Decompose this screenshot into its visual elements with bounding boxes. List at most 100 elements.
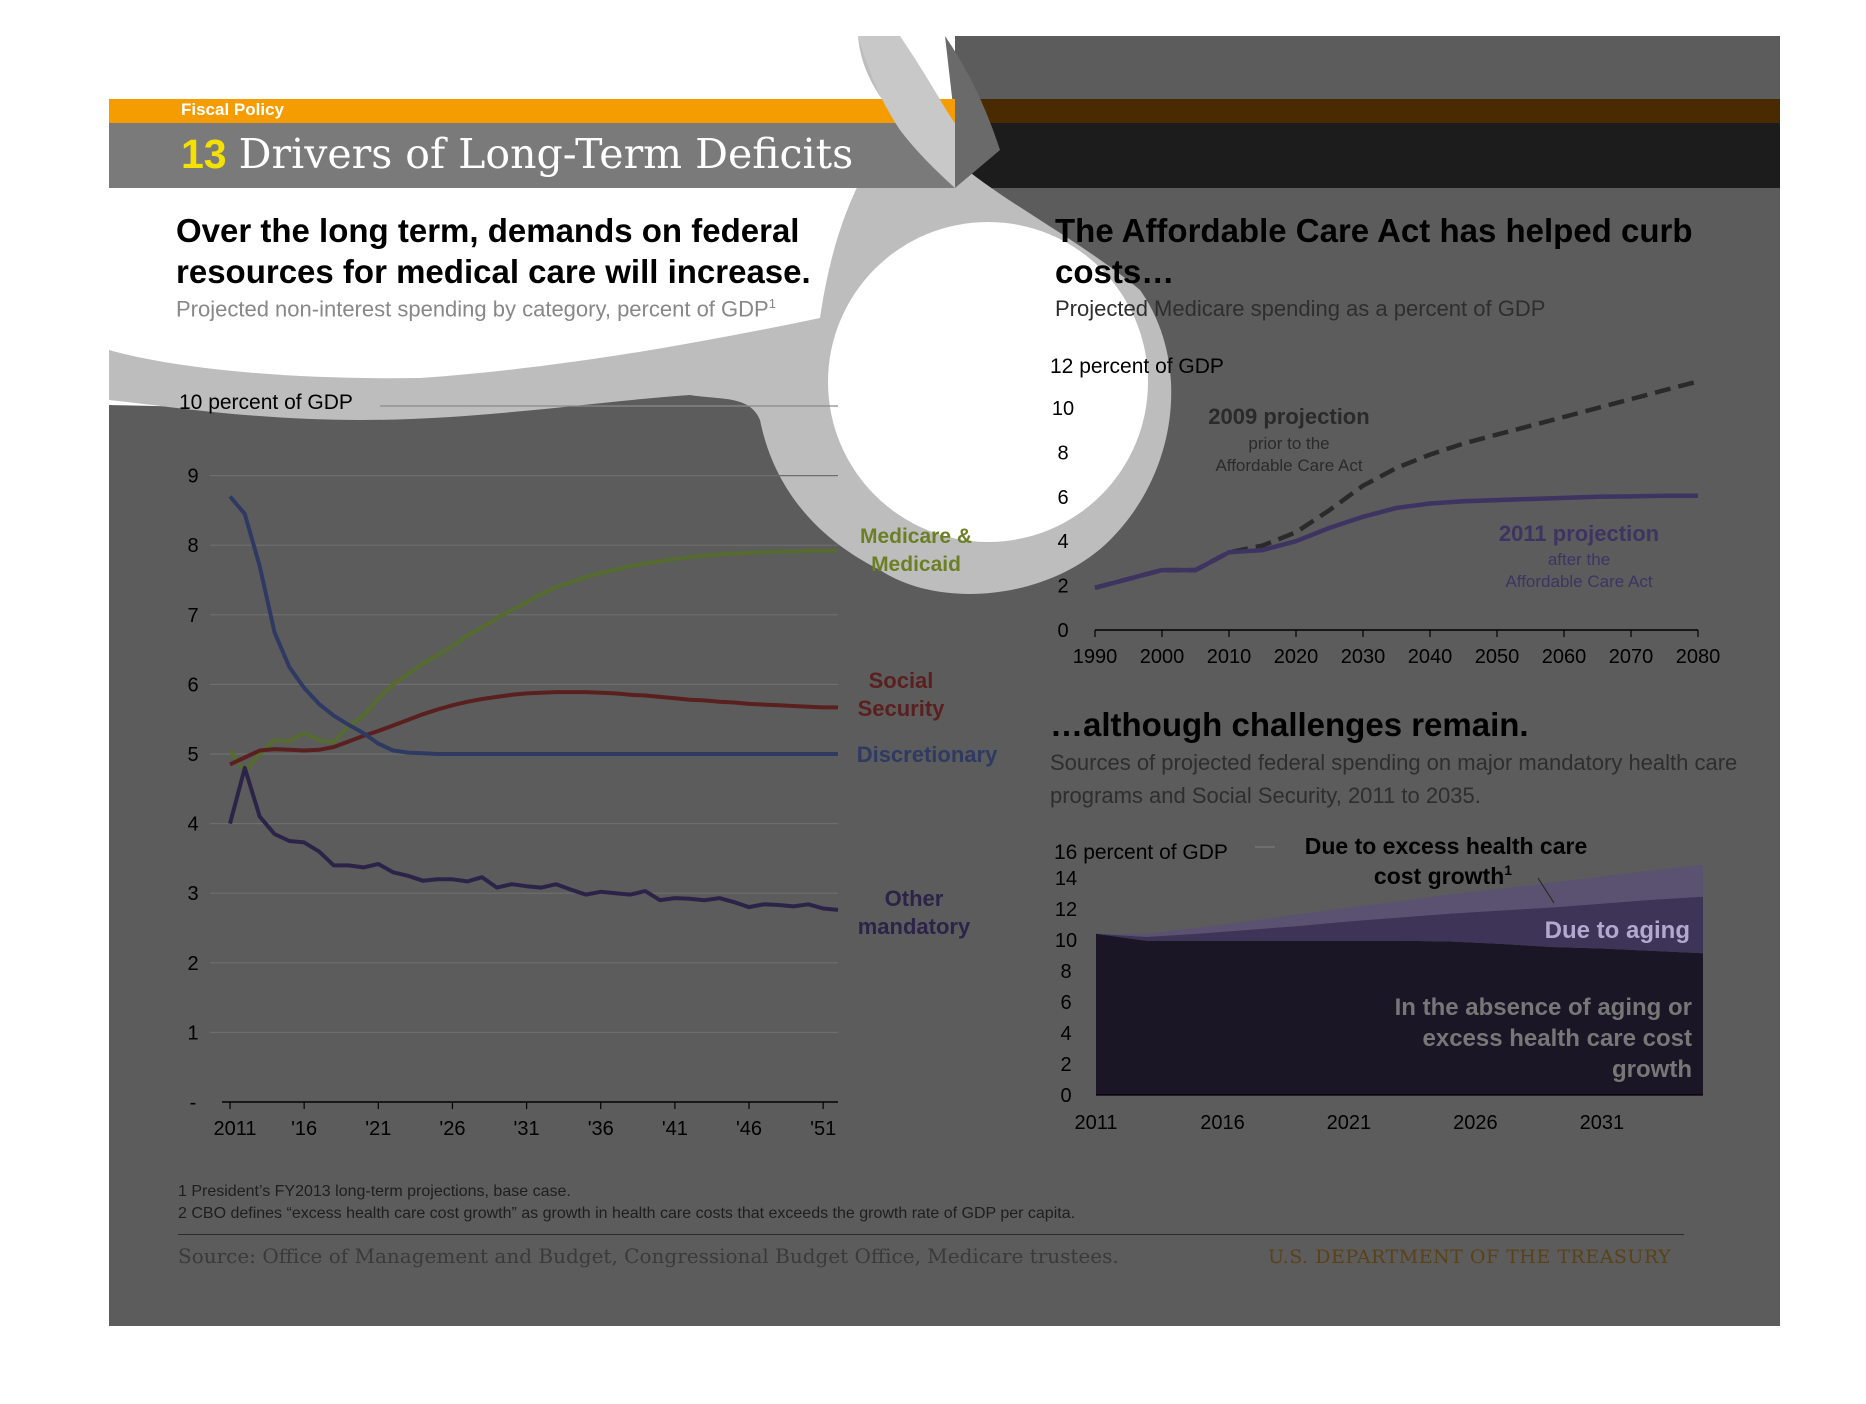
c2-label-2009-title: 2009 projection	[1208, 404, 1369, 429]
page-number: 13	[181, 131, 227, 177]
c1-series-social-security	[229, 690, 838, 767]
c3-ytick: 0	[1060, 1085, 1071, 1107]
c3-label-aging: Due to aging	[1545, 917, 1690, 944]
c1-label-ss-2: Security	[858, 696, 946, 721]
left-subtitle-text: Projected non-interest spending by categ…	[176, 296, 769, 322]
right-bottom-subtitle-line2: programs and Social Security, 2011 to 20…	[1050, 783, 1481, 808]
orange-band-left	[109, 99, 955, 123]
c3-xtick: 2031	[1580, 1112, 1625, 1134]
c1-ytick: 2	[187, 953, 198, 975]
c2-ytick: 0	[1057, 620, 1068, 642]
footer-divider	[178, 1234, 1684, 1235]
right-bottom-heading: …although challenges remain.	[1050, 706, 1529, 743]
c1-ytick: 6	[187, 674, 198, 696]
c1-ytick: 4	[187, 814, 198, 836]
c1-xtick: '31	[514, 1118, 540, 1140]
c3-ytick: 2	[1060, 1054, 1071, 1076]
c3-area-base	[1096, 933, 1703, 1095]
c2-xtick: 2060	[1542, 646, 1587, 668]
c1-label-other-1: Other	[885, 886, 944, 911]
c1-xtick: 2011	[213, 1118, 256, 1140]
c1-series-medicare	[228, 548, 838, 774]
c1-xtick: '16	[291, 1118, 317, 1140]
c1-label-medicare-1: Medicare &	[860, 525, 972, 548]
c3-xtick: 2011	[1074, 1112, 1117, 1134]
c1-label-other-2: mandatory	[858, 914, 971, 939]
agency-name: U.S. DEPARTMENT OF THE TREASURY	[1268, 1246, 1672, 1268]
c1-xtick: '46	[736, 1118, 762, 1140]
c2-xtick: 2000	[1140, 646, 1185, 668]
footnote-1: 1 President’s FY2013 long-term projectio…	[178, 1183, 571, 1200]
c3-ytick: 8	[1060, 961, 1071, 983]
c2-label-2011-sub2: Affordable Care Act	[1505, 572, 1652, 591]
c3-ytick: 4	[1060, 1023, 1071, 1045]
c3-ytick: 12	[1055, 899, 1077, 921]
c1-ytick: -	[190, 1092, 197, 1114]
c1-xtick: '51	[810, 1118, 836, 1140]
c2-ytick: 2	[1057, 576, 1068, 598]
c3-xtick: 2016	[1200, 1112, 1245, 1134]
c1-xtick: '36	[588, 1118, 614, 1140]
page-title: 13 Drivers of Long-Term Deficits	[181, 130, 853, 178]
c3-label-base-2: excess health care cost	[1423, 1025, 1693, 1052]
c2-ytick: 8	[1057, 442, 1068, 464]
c2-xtick: 2050	[1475, 646, 1520, 668]
white-circle	[828, 222, 1148, 542]
c2-xtick: 2080	[1676, 646, 1721, 668]
section-label: Fiscal Policy	[181, 100, 284, 119]
c2-xtick: 2020	[1274, 646, 1319, 668]
c2-ytick: 6	[1057, 487, 1068, 509]
c3-label-excess-sup: 1	[1504, 862, 1512, 878]
c1-ylabel: 10 percent of GDP	[179, 391, 353, 414]
c3-ylabel: 16 percent of GDP	[1054, 841, 1228, 864]
right-top-heading: The Affordable Care Act has helped curb …	[1055, 212, 1693, 290]
c1-ytick: 1	[187, 1022, 198, 1044]
c2-ytick: 4	[1057, 531, 1068, 553]
c2-xtick: 2010	[1207, 646, 1252, 668]
c1-ytick: 5	[187, 744, 198, 766]
c2-ylabel: 12 percent of GDP	[1050, 355, 1224, 378]
c1-label-discretionary: Discretionary	[857, 742, 998, 767]
c2-xtick: 2030	[1341, 646, 1386, 668]
c3-area-excess	[1096, 864, 1703, 937]
title-bar-dark	[955, 123, 1780, 188]
c3-xtick: 2021	[1327, 1112, 1372, 1134]
c1-ytick: 9	[187, 466, 198, 488]
c3-label-base-3: growth	[1612, 1056, 1692, 1083]
c1-ytick: 7	[187, 605, 198, 627]
c2-xtick: 2040	[1408, 646, 1453, 668]
c3-label-base-1: In the absence of aging or	[1395, 994, 1692, 1021]
left-heading: Over the long term, demands on federal r…	[176, 212, 811, 290]
c1-xtick: '21	[365, 1118, 391, 1140]
c3-ytick: 10	[1055, 930, 1077, 952]
page-title-text: Drivers of Long-Term Deficits	[238, 130, 854, 178]
c2-xtick: 2070	[1609, 646, 1654, 668]
c1-label-medicare-2: Medicaid	[871, 553, 961, 576]
c1-series-other-mandatory	[228, 765, 839, 912]
swirl-top-light	[858, 36, 955, 188]
c2-label-2011-sub1: after the	[1548, 550, 1610, 569]
c2-label-2009-sub1: prior to the	[1248, 434, 1329, 453]
c3-label-excess-1: Due to excess health care	[1305, 833, 1588, 859]
right-bottom-subtitle-line1: Sources of projected federal spending on…	[1050, 750, 1738, 775]
c1-ytick: 3	[187, 883, 198, 905]
left-subtitle: Projected non-interest spending by categ…	[176, 296, 776, 322]
source-line: Source: Office of Management and Budget,…	[178, 1244, 1119, 1268]
c3-excess-leader	[1537, 877, 1555, 904]
c3-label-excess-2-text: cost growth	[1374, 863, 1504, 889]
c1-series-discretionary	[228, 495, 838, 756]
c1-xtick: '26	[439, 1118, 465, 1140]
c3-area-aging	[1096, 896, 1703, 954]
swirl-dark	[945, 36, 1000, 188]
right-top-subtitle: Projected Medicare spending as a percent…	[1055, 296, 1546, 321]
c2-label-2011-title: 2011 projection	[1499, 521, 1659, 546]
c1-xtick: '41	[662, 1118, 688, 1140]
c2-ytick: 10	[1052, 398, 1074, 420]
orange-band-dark	[955, 99, 1780, 123]
left-subtitle-sup: 1	[768, 296, 776, 311]
title-bar-left	[109, 123, 955, 188]
